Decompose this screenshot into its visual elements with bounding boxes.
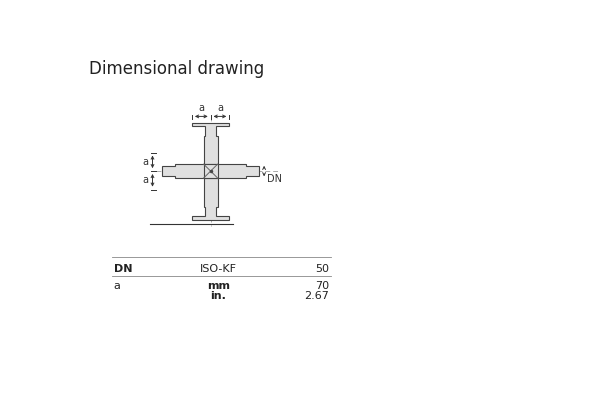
Text: a: a: [199, 103, 205, 113]
Text: 50: 50: [315, 264, 329, 274]
Text: a: a: [143, 175, 149, 185]
Text: a: a: [114, 281, 121, 291]
Polygon shape: [192, 122, 229, 171]
Polygon shape: [211, 164, 259, 178]
Bar: [203, 164, 218, 178]
Polygon shape: [192, 171, 229, 219]
Text: a: a: [143, 157, 149, 167]
Text: 70: 70: [315, 281, 329, 291]
Text: a: a: [217, 103, 223, 113]
Text: ISO-KF: ISO-KF: [200, 264, 237, 274]
Text: 2.67: 2.67: [304, 291, 329, 301]
Text: Dimensional drawing: Dimensional drawing: [89, 60, 264, 78]
Text: mm: mm: [207, 281, 230, 291]
Polygon shape: [162, 164, 211, 178]
Text: DN: DN: [267, 174, 282, 184]
Text: DN: DN: [114, 264, 132, 274]
Text: in.: in.: [211, 291, 226, 301]
